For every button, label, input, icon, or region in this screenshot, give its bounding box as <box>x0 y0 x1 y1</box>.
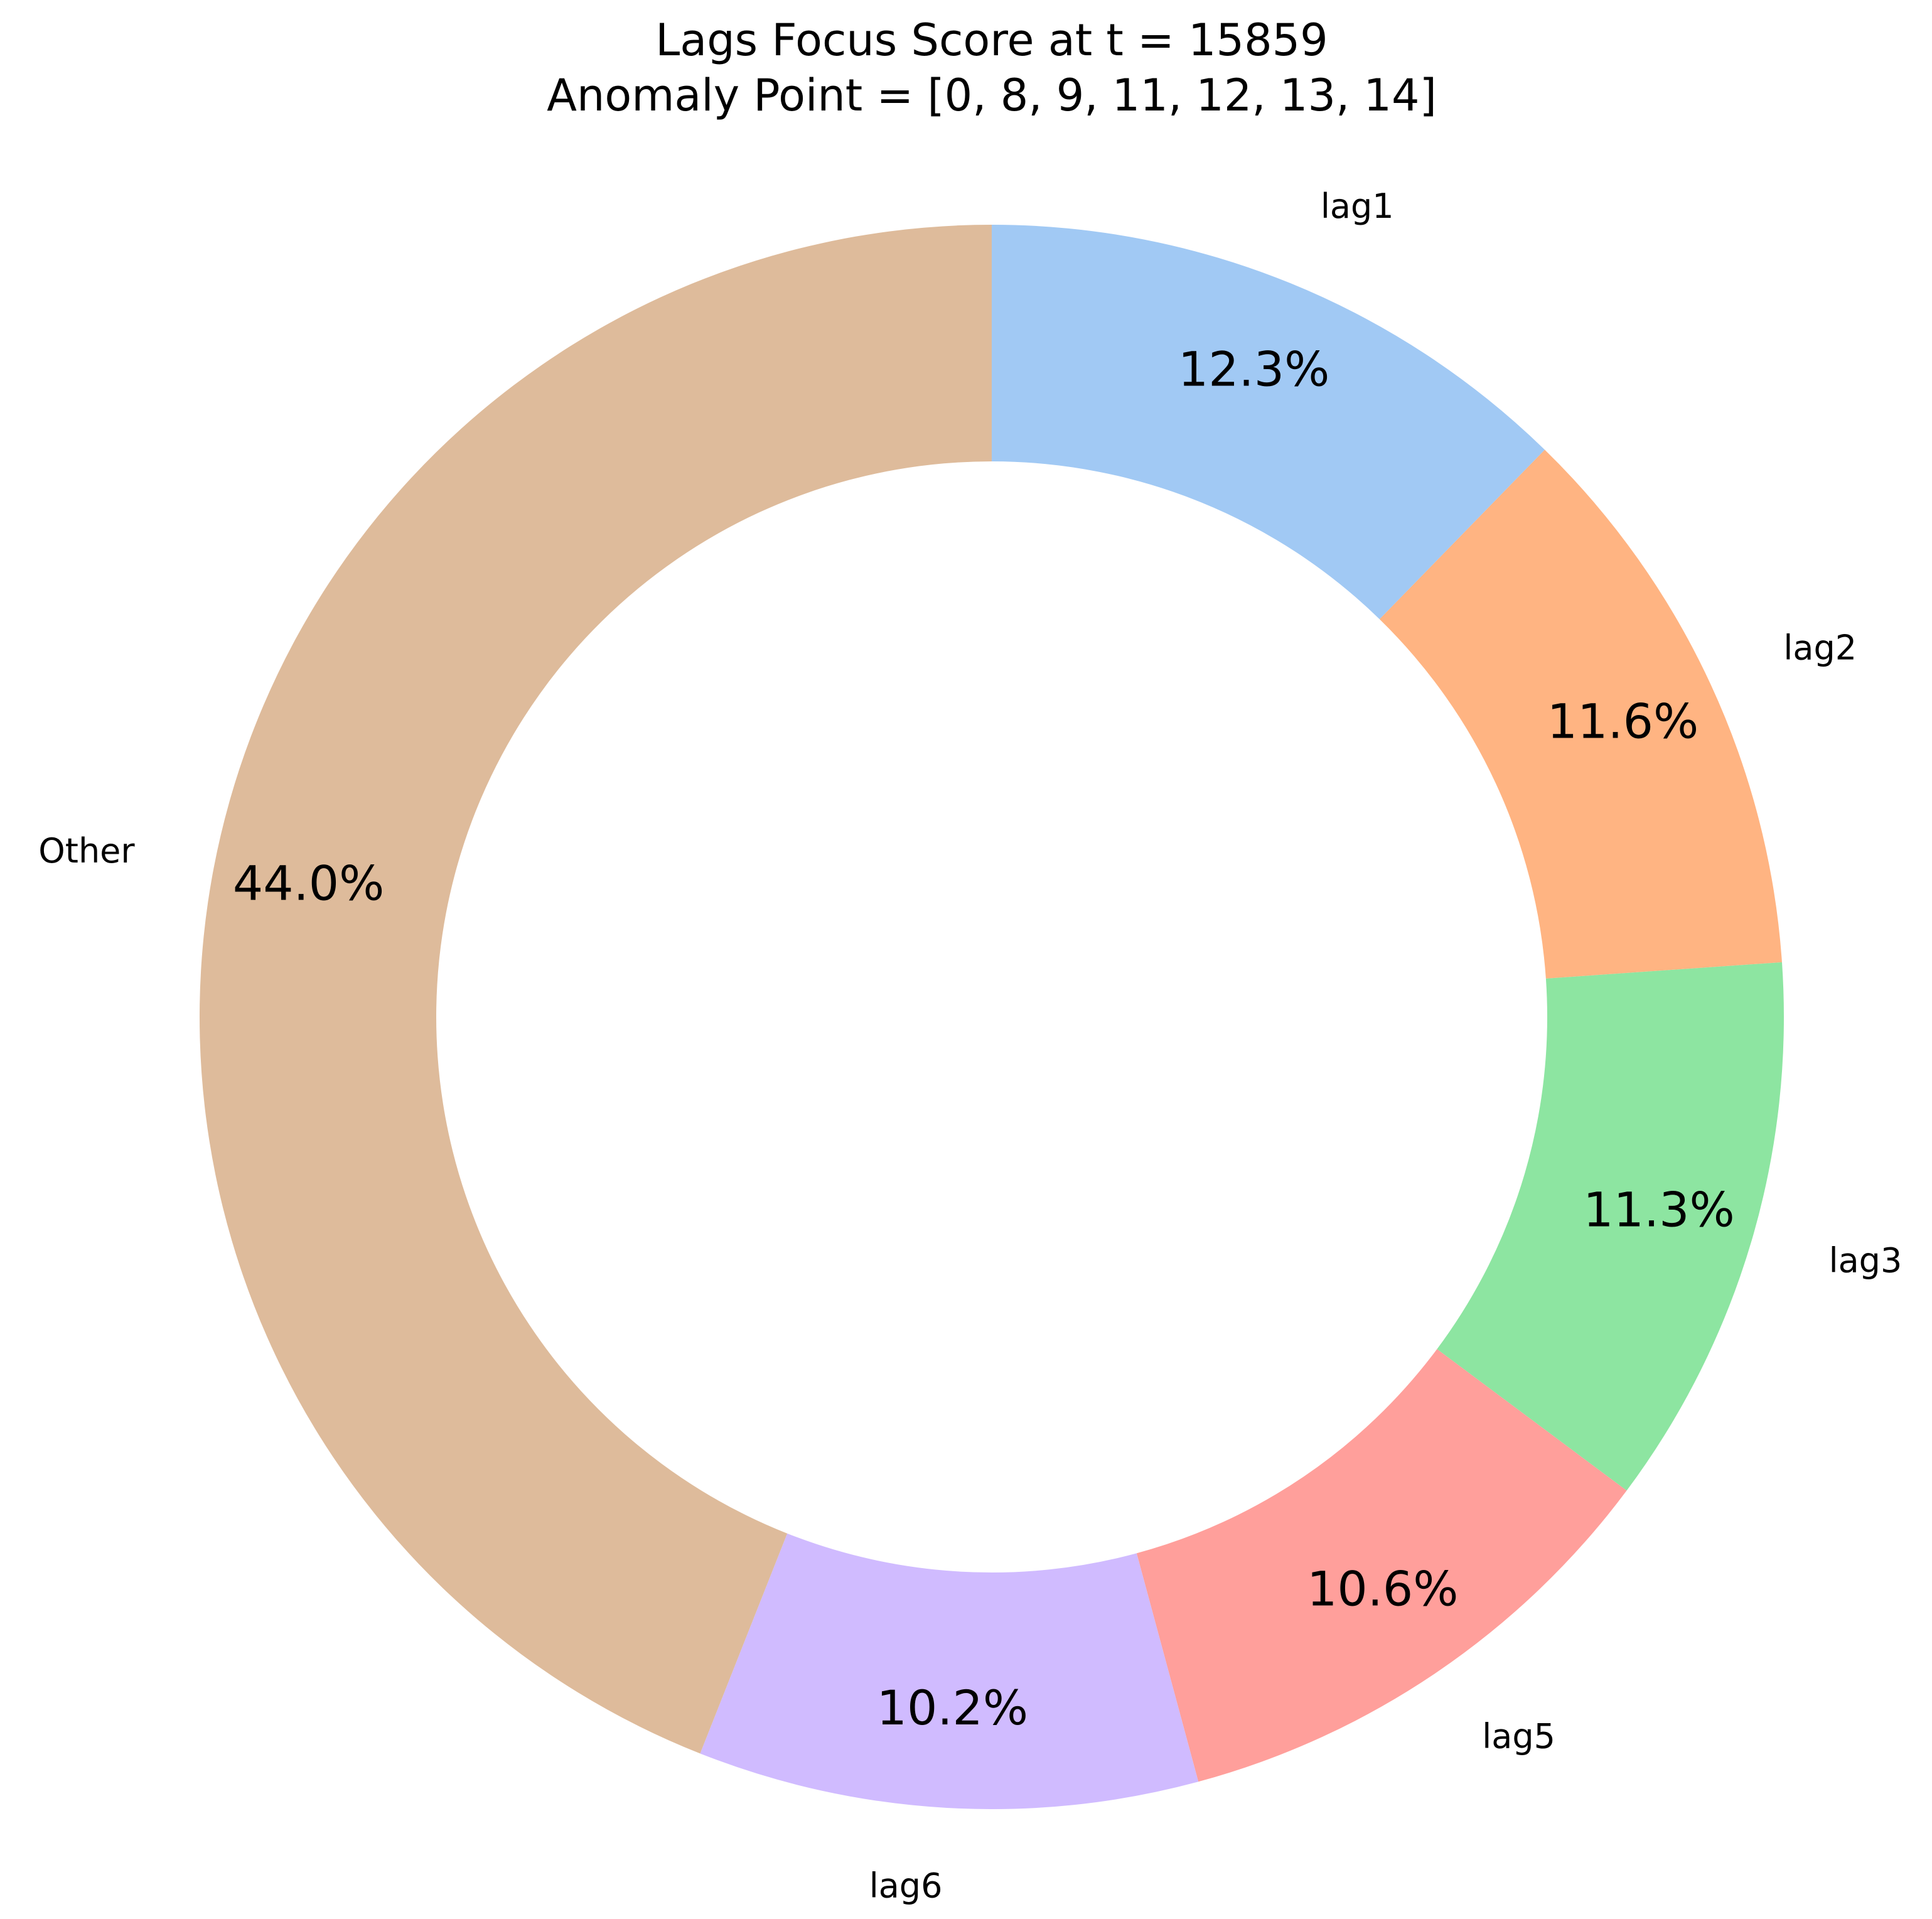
chart-title: Lags Focus Score at t = 15859 <box>655 14 1328 66</box>
pct-label-lag5: 10.6% <box>1307 1561 1458 1616</box>
slice-lag6 <box>700 1533 1199 1809</box>
slice-lag5 <box>1136 1349 1627 1782</box>
slice-label-lag3: lag3 <box>1829 1241 1902 1281</box>
pct-label-lag3: 11.3% <box>1583 1181 1734 1237</box>
slice-lag1 <box>992 225 1545 620</box>
slice-label-lag2: lag2 <box>1783 628 1857 668</box>
chart-subtitle: Anomaly Point = [0, 8, 9, 11, 12, 13, 14… <box>547 70 1437 121</box>
slice-lag2 <box>1379 449 1782 979</box>
slice-label-lag5: lag5 <box>1482 1716 1555 1756</box>
pct-label-lag6: 10.2% <box>877 1680 1028 1736</box>
pct-label-lag1: 12.3% <box>1178 341 1329 397</box>
slice-label-lag1: lag1 <box>1321 186 1394 226</box>
donut-labels: lag1 12.3% lag2 11.6% lag3 11.3% lag5 10.6% lag6… <box>38 186 1902 1905</box>
slice-other <box>199 224 992 1754</box>
pct-label-other: 44.0% <box>233 855 384 911</box>
slice-label-other: Other <box>38 831 135 871</box>
pct-label-lag2: 11.6% <box>1547 694 1699 750</box>
slice-lag3 <box>1437 962 1784 1491</box>
donut-slices <box>199 224 1784 1809</box>
slice-label-lag6: lag6 <box>869 1866 943 1905</box>
